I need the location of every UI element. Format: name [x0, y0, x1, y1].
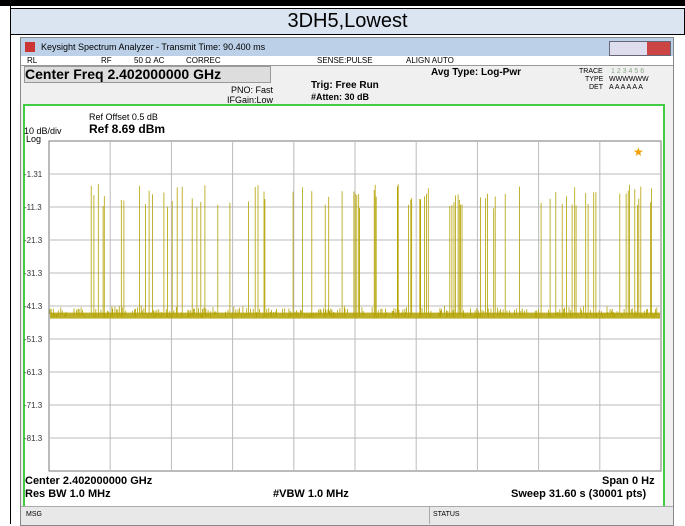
- y-label: -61.3: [24, 368, 43, 377]
- footer-center: Center 2.402000000 GHz: [25, 475, 153, 487]
- status-divider: [429, 507, 430, 524]
- det-val: A A A A A A: [609, 84, 643, 91]
- status-align: ALIGN AUTO: [406, 56, 454, 65]
- top-border: [0, 0, 685, 6]
- ifgain: IFGain:Low: [227, 95, 274, 105]
- type-label: TYPE: [585, 76, 604, 83]
- marker-star: ★: [633, 145, 644, 159]
- y-label: -71.3: [24, 401, 43, 410]
- graticule: -1.31 -11.3 -21.3 -31.3 -41.3 -51.3 -61.3 -71.3…: [24, 140, 662, 472]
- scale: 10 dB/div: [24, 126, 62, 136]
- pno: PNO: Fast: [231, 85, 274, 95]
- title-banner: 3DH5,Lowest: [10, 8, 685, 35]
- app-icon: [25, 42, 35, 52]
- trace: [49, 184, 658, 318]
- status-row: [21, 56, 673, 66]
- type-val: WWWWWW: [609, 76, 649, 83]
- title-bar: Keysight Spectrum Analyzer - Transmit Ti…: [21, 38, 673, 56]
- window-buttons[interactable]: [609, 41, 671, 56]
- footer-res-bw: Res BW 1.0 MHz: [25, 488, 111, 500]
- avg-type: Avg Type: Log-Pwr: [431, 67, 521, 78]
- footer-vbw: #VBW 1.0 MHz: [273, 488, 349, 500]
- window: Keysight Spectrum Analyzer - Transmit Ti…: [20, 37, 674, 526]
- y-label: -11.3: [24, 203, 42, 212]
- status-coupling: 50 Ω AC: [134, 56, 165, 65]
- y-label: -21.3: [24, 236, 43, 245]
- trig: Trig: Free Run: [311, 80, 379, 91]
- status-correc: CORREC: [186, 56, 221, 65]
- footer-sweep: Sweep 31.60 s (30001 pts): [511, 488, 647, 500]
- status-sense: SENSE:PULSE: [317, 56, 373, 65]
- atten: #Atten: 30 dB: [311, 92, 370, 102]
- y-label: -41.3: [24, 302, 43, 311]
- y-label: -1.31: [24, 170, 43, 179]
- trace-nums: 1 2 3 4 5 6: [611, 68, 645, 75]
- status-bar: [21, 506, 673, 525]
- ref-offset: Ref Offset 0.5 dB: [89, 112, 158, 122]
- center-freq: Center Freq 2.402000000 GHz: [24, 66, 271, 83]
- status-rf: RF: [101, 56, 112, 65]
- status-rl: RL: [27, 56, 38, 65]
- y-label: -81.3: [24, 434, 43, 443]
- y-label: -51.3: [24, 335, 43, 344]
- log: Log: [26, 134, 42, 144]
- status: STATUS: [433, 511, 460, 518]
- trace-label: TRACE: [579, 68, 603, 75]
- trace-floor: [50, 312, 660, 319]
- msg: MSG: [26, 511, 42, 518]
- det-label: DET: [589, 84, 603, 91]
- ref-level: Ref 8.69 dBm: [89, 122, 166, 136]
- y-label: -31.3: [24, 269, 43, 278]
- footer-span: Span 0 Hz: [602, 475, 655, 487]
- left-cell: [0, 6, 11, 524]
